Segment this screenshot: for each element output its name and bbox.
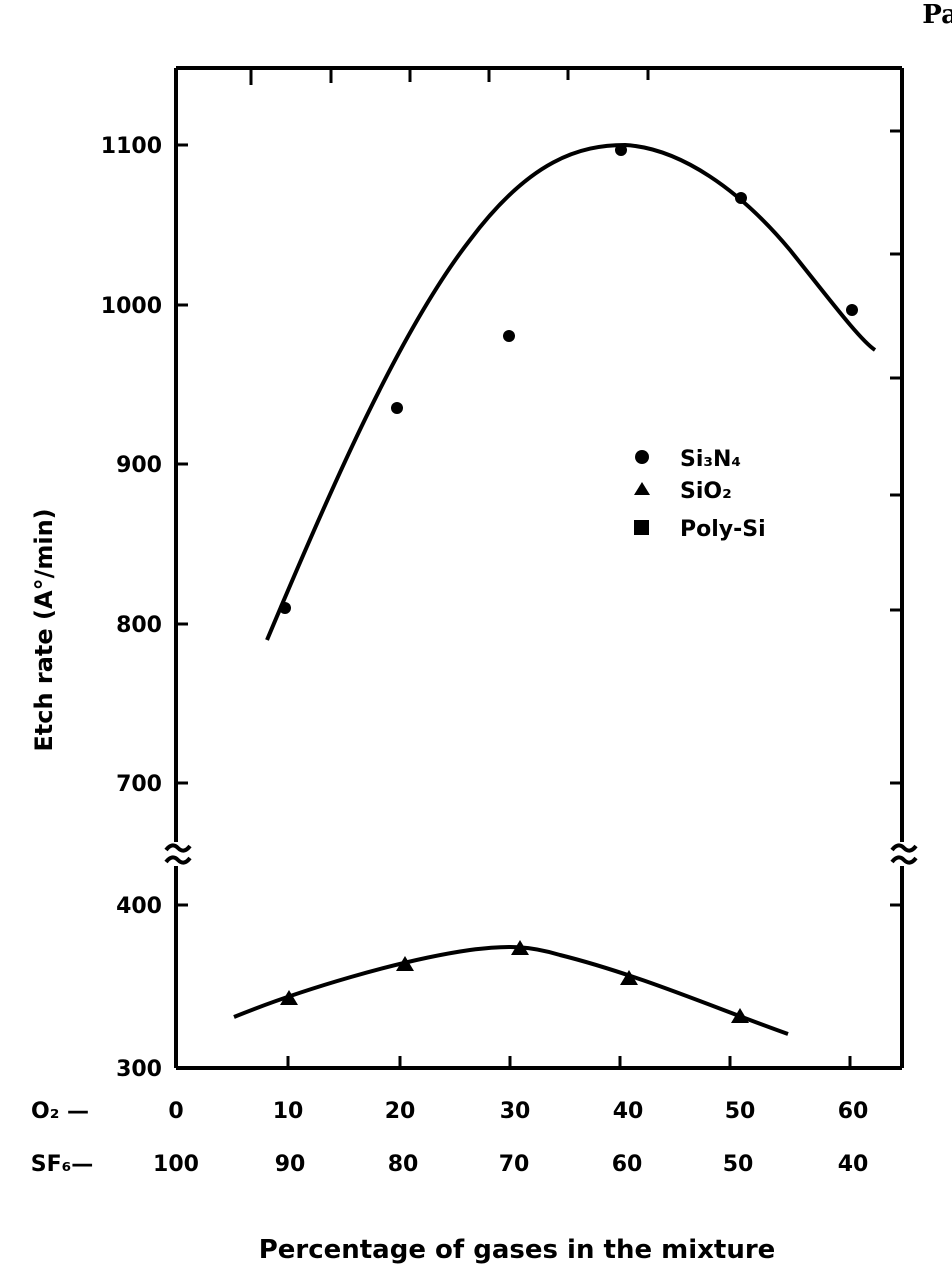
data-point (391, 402, 403, 414)
x-tick-label: 90 (275, 1152, 306, 1177)
legend-label-polysi: Poly-Si (680, 517, 766, 542)
y-axis-label: Etch rate (A°/min) (30, 508, 58, 751)
data-point (615, 144, 627, 156)
y-tick-label: 400 (116, 894, 162, 919)
x-tick-labels-sf6: SF₆— 100 90 80 70 60 50 40 (31, 1152, 869, 1177)
data-point (279, 602, 291, 614)
data-point (620, 970, 638, 985)
x-row-label-sf6: SF₆— (31, 1152, 94, 1177)
legend: Si₃N₄ SiO₂ Poly-Si (634, 447, 766, 542)
x-tick-label: 40 (838, 1152, 869, 1177)
x-tick-label: 50 (723, 1152, 754, 1177)
x-tick-label: 60 (612, 1152, 643, 1177)
data-point (280, 990, 298, 1005)
x-tick-label: 40 (613, 1099, 644, 1124)
si3n4-fit-curve (265, 142, 877, 641)
data-point (731, 1008, 749, 1023)
legend-triangle-icon (634, 482, 650, 495)
y-tick-labels: 1100 1000 900 800 700 400 300 (101, 134, 162, 1082)
y-tick-label: 900 (116, 453, 162, 478)
tick-marks (176, 68, 902, 1068)
x-tick-label: 20 (385, 1099, 416, 1124)
sio2-fit-curve (233, 945, 789, 1036)
x-tick-labels-o2: O₂ — 0 10 20 30 40 50 60 (31, 1099, 868, 1124)
legend-label-si3n4: Si₃N₄ (680, 447, 741, 472)
y-tick-label: 1100 (101, 134, 162, 159)
y-tick-label: 800 (116, 613, 162, 638)
y-tick-label: 1000 (101, 294, 162, 319)
x-tick-label: 50 (725, 1099, 756, 1124)
data-point (735, 192, 747, 204)
data-point (396, 956, 414, 971)
legend-square-icon (634, 520, 649, 535)
legend-label-sio2: SiO₂ (680, 479, 732, 504)
data-point (503, 330, 515, 342)
plot-frame (174, 66, 904, 1070)
x-tick-label: 10 (273, 1099, 304, 1124)
x-tick-label: 30 (500, 1099, 531, 1124)
y-tick-label: 300 (116, 1057, 162, 1082)
data-point (511, 940, 529, 955)
x-tick-label: 60 (838, 1099, 869, 1124)
axis-break-icon (164, 843, 918, 865)
x-tick-label: 0 (168, 1099, 183, 1124)
x-row-label-o2: O₂ — (31, 1099, 89, 1124)
x-tick-label: 70 (499, 1152, 530, 1177)
x-axis-label: Percentage of gases in the mixture (259, 1235, 776, 1265)
sio2-markers (280, 940, 749, 1023)
x-tick-label: 80 (388, 1152, 419, 1177)
data-point (846, 304, 858, 316)
y-tick-label: 700 (116, 772, 162, 797)
page-corner-text: Pa (922, 0, 952, 30)
x-tick-label: 100 (153, 1152, 199, 1177)
si3n4-markers (279, 144, 858, 614)
legend-circle-icon (635, 450, 649, 464)
